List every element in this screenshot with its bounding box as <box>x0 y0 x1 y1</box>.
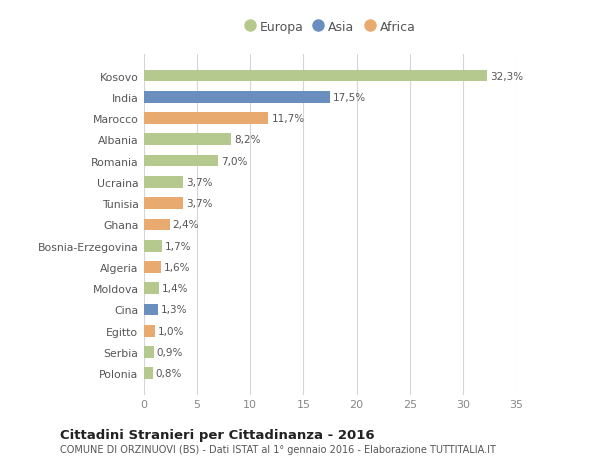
Bar <box>144 241 162 252</box>
Legend: Europa, Asia, Africa: Europa, Asia, Africa <box>245 21 415 34</box>
Text: 1,3%: 1,3% <box>161 305 188 315</box>
Bar <box>144 177 184 188</box>
Text: 11,7%: 11,7% <box>272 114 305 124</box>
Text: 7,0%: 7,0% <box>221 156 248 166</box>
Bar <box>144 156 218 167</box>
Text: 1,0%: 1,0% <box>158 326 184 336</box>
Bar <box>144 92 330 103</box>
Bar <box>144 198 184 209</box>
Text: 2,4%: 2,4% <box>173 220 199 230</box>
Bar <box>144 113 268 125</box>
Bar <box>144 347 154 358</box>
Bar <box>144 283 159 294</box>
Text: 1,7%: 1,7% <box>165 241 192 251</box>
Text: Cittadini Stranieri per Cittadinanza - 2016: Cittadini Stranieri per Cittadinanza - 2… <box>60 428 374 441</box>
Text: 1,4%: 1,4% <box>162 284 188 294</box>
Bar <box>144 262 161 273</box>
Text: 17,5%: 17,5% <box>333 93 367 102</box>
Bar <box>144 325 155 337</box>
Text: COMUNE DI ORZINUOVI (BS) - Dati ISTAT al 1° gennaio 2016 - Elaborazione TUTTITAL: COMUNE DI ORZINUOVI (BS) - Dati ISTAT al… <box>60 444 496 454</box>
Bar <box>144 304 158 316</box>
Text: 3,7%: 3,7% <box>187 199 213 209</box>
Text: 1,6%: 1,6% <box>164 263 191 272</box>
Bar <box>144 134 231 146</box>
Bar <box>144 71 487 82</box>
Text: 32,3%: 32,3% <box>490 71 524 81</box>
Text: 3,7%: 3,7% <box>187 178 213 187</box>
Bar <box>144 368 152 379</box>
Text: 0,8%: 0,8% <box>155 369 182 379</box>
Bar <box>144 219 170 231</box>
Text: 0,9%: 0,9% <box>157 347 183 357</box>
Text: 8,2%: 8,2% <box>235 135 261 145</box>
